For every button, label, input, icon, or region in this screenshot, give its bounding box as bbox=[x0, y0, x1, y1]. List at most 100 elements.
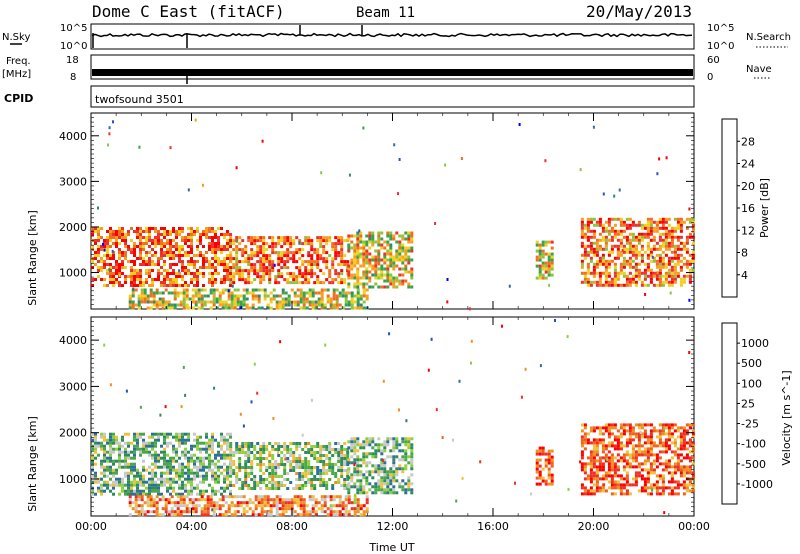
data-cell bbox=[181, 236, 184, 239]
data-cell bbox=[589, 229, 593, 233]
data-cell bbox=[271, 251, 275, 255]
data-cell bbox=[299, 501, 303, 505]
data-cell bbox=[395, 440, 399, 444]
data-cell bbox=[637, 450, 641, 454]
data-cell bbox=[319, 236, 323, 240]
data-cell bbox=[161, 507, 165, 511]
data-cell bbox=[325, 445, 329, 448]
data-cell bbox=[257, 288, 261, 292]
data-cell bbox=[283, 472, 287, 475]
data-cell bbox=[359, 234, 363, 238]
data-cell bbox=[286, 272, 290, 276]
data-cell bbox=[622, 477, 626, 481]
data-cell bbox=[634, 250, 638, 254]
data-cell bbox=[142, 284, 145, 287]
data-cell bbox=[187, 489, 190, 493]
data-cell bbox=[226, 453, 229, 457]
data-cell bbox=[646, 229, 650, 233]
data-cell bbox=[157, 272, 160, 275]
data-cell bbox=[398, 467, 402, 471]
data-cell bbox=[380, 246, 384, 250]
data-cell bbox=[275, 501, 279, 505]
data-cell bbox=[124, 239, 127, 242]
data-cell bbox=[289, 463, 293, 466]
data-cell bbox=[326, 297, 330, 301]
data-cell bbox=[340, 242, 344, 246]
data-cell bbox=[661, 280, 665, 284]
data-cell bbox=[221, 291, 225, 295]
data-cell bbox=[628, 429, 632, 433]
data-cell bbox=[661, 492, 665, 496]
data-cell bbox=[404, 488, 408, 492]
nsearch-label: N.Search bbox=[746, 32, 791, 43]
data-cell bbox=[374, 443, 378, 447]
data-cell bbox=[362, 513, 366, 517]
data-cell bbox=[299, 300, 303, 304]
data-cell bbox=[211, 492, 214, 496]
data-cell bbox=[628, 423, 632, 427]
data-cell bbox=[169, 266, 172, 269]
data-cell bbox=[368, 482, 372, 486]
data-speckle bbox=[227, 289, 230, 293]
data-cell bbox=[583, 223, 587, 227]
data-cell bbox=[643, 223, 647, 227]
data-cell bbox=[640, 453, 644, 457]
data-cell bbox=[97, 239, 100, 242]
data-cell bbox=[601, 238, 605, 242]
data-cell bbox=[94, 441, 97, 445]
data-cell bbox=[94, 257, 97, 260]
data-cell bbox=[217, 474, 220, 478]
data-cell bbox=[206, 504, 210, 508]
data-cell bbox=[284, 297, 288, 301]
data-cell bbox=[307, 236, 311, 240]
data-cell bbox=[365, 452, 369, 456]
data-cell bbox=[649, 435, 653, 439]
data-speckle bbox=[435, 408, 438, 412]
data-speckle bbox=[132, 287, 135, 291]
data-cell bbox=[640, 223, 644, 227]
data-cell bbox=[208, 236, 211, 239]
data-cell bbox=[130, 471, 133, 475]
data-cell bbox=[347, 285, 351, 289]
data-cell bbox=[208, 242, 211, 245]
data-cell bbox=[229, 492, 232, 496]
data-cell bbox=[181, 453, 184, 457]
data-cell bbox=[637, 462, 641, 466]
data-cell bbox=[188, 297, 192, 301]
data-cell bbox=[170, 510, 174, 514]
data-cell bbox=[338, 294, 342, 298]
data-cell bbox=[340, 245, 344, 249]
data-cell bbox=[658, 444, 662, 448]
data-cell bbox=[169, 456, 172, 460]
data-cell bbox=[289, 454, 293, 457]
data-cell bbox=[316, 266, 320, 270]
data-cell bbox=[311, 510, 315, 514]
data-cell bbox=[148, 441, 151, 445]
data-cell bbox=[133, 272, 136, 275]
data-cell bbox=[187, 432, 190, 436]
data-speckle bbox=[446, 300, 449, 304]
data-cell bbox=[229, 460, 233, 463]
data-cell bbox=[347, 513, 351, 517]
data-cell bbox=[410, 276, 414, 280]
data-cell bbox=[286, 260, 290, 264]
data-cell bbox=[166, 233, 169, 236]
data-cell bbox=[631, 453, 635, 457]
data-cell bbox=[194, 288, 198, 292]
nsky-strip: N.Sky 10^5 10^0 10^5 10^0 N.Search bbox=[2, 23, 791, 52]
data-cell bbox=[184, 477, 187, 481]
data-cell bbox=[401, 243, 405, 247]
data-cell bbox=[97, 248, 100, 251]
data-cell bbox=[247, 475, 251, 478]
data-cell bbox=[175, 248, 178, 251]
data-cell bbox=[616, 229, 620, 233]
data-cell bbox=[295, 278, 299, 282]
data-cell bbox=[268, 245, 272, 249]
data-cell bbox=[377, 255, 381, 259]
data-cell bbox=[664, 444, 668, 448]
data-cell bbox=[133, 260, 136, 263]
data-speckle bbox=[231, 284, 234, 288]
data-cell bbox=[628, 271, 632, 275]
data-cell bbox=[311, 300, 315, 304]
data-cell bbox=[151, 447, 154, 451]
